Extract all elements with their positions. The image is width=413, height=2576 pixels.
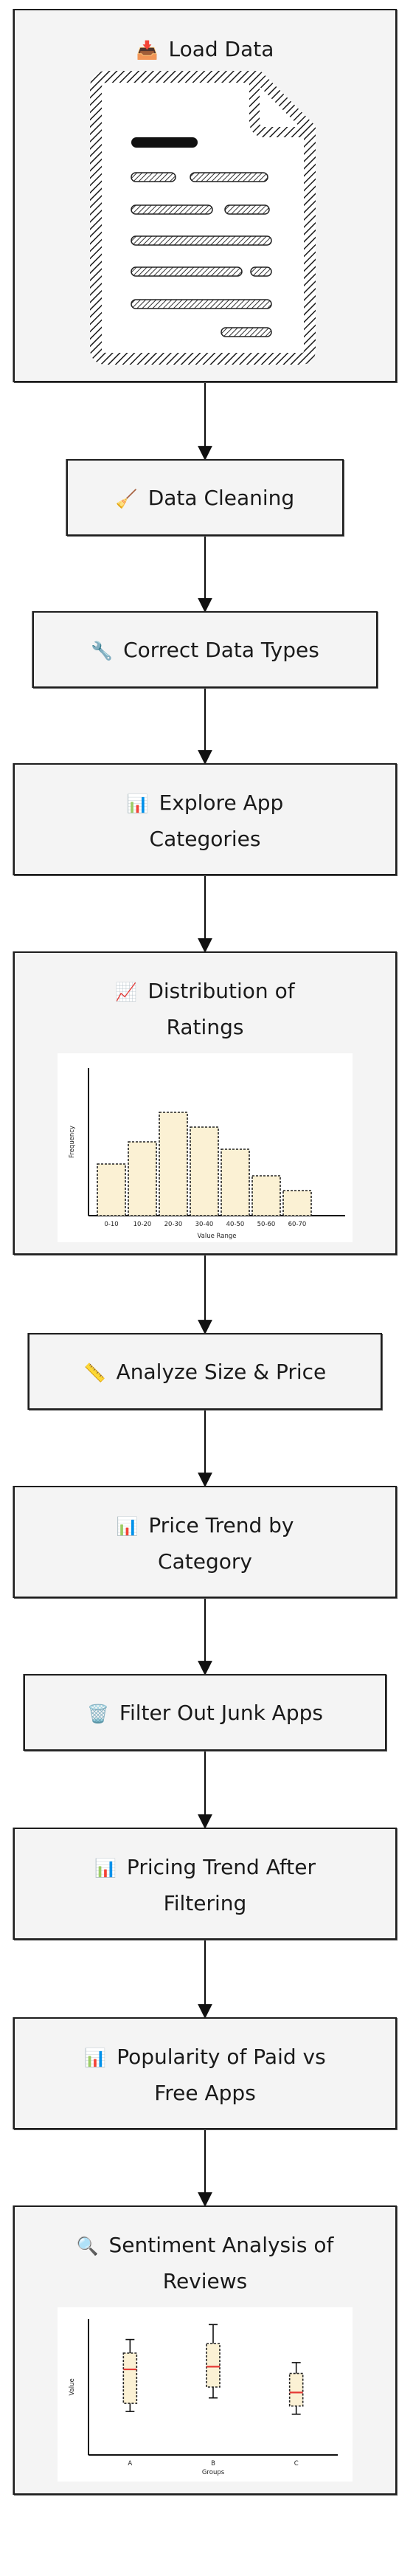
- histogram-bar: [190, 1127, 218, 1216]
- histogram-bar: [283, 1191, 311, 1216]
- bar-chart-icon: 📊: [117, 1509, 139, 1544]
- box: [290, 2374, 303, 2406]
- node-load-data-label: 📥 Load Data: [15, 32, 395, 67]
- magnifier-icon: 🔍: [77, 2229, 99, 2264]
- x-tick-label: 60-70: [288, 1221, 307, 1228]
- node-data-cleaning[interactable]: 🧹 Data Cleaning: [66, 459, 344, 536]
- x-tick-label: 0-10: [104, 1221, 118, 1228]
- trend-chart-icon: 📈: [115, 975, 137, 1010]
- histogram-bar: [159, 1112, 187, 1216]
- doc-line: [131, 267, 242, 276]
- node-popularity-label: 📊 Popularity of Paid vs Free Apps: [15, 2039, 395, 2110]
- box: [206, 2343, 220, 2387]
- node-sentiment-label: 🔍 Sentiment Analysis of Reviews: [15, 2228, 395, 2298]
- x-axis-label: Groups: [202, 2469, 225, 2476]
- box: [123, 2353, 136, 2403]
- x-tick-label: 50-60: [257, 1221, 276, 1228]
- doc-line: [190, 173, 268, 182]
- node-filter-junk[interactable]: 🗑️ Filter Out Junk Apps: [24, 1674, 386, 1751]
- x-tick-label: B: [211, 2460, 215, 2467]
- histogram-bar: [252, 1176, 280, 1216]
- x-tick-label: 10-20: [133, 1221, 152, 1228]
- node-popularity[interactable]: 📊 Popularity of Paid vs Free Apps: [13, 2017, 397, 2129]
- node-analyze-size-price-label: 📏 Analyze Size & Price: [30, 1355, 381, 1390]
- doc-line: [131, 300, 271, 309]
- histogram-bar: [221, 1149, 249, 1216]
- bar-chart-icon: 📊: [127, 787, 149, 822]
- node-price-trend[interactable]: 📊 Price Trend by Category: [13, 1486, 397, 1598]
- broom-icon: 🧹: [116, 482, 138, 516]
- node-correct-data-types[interactable]: 🔧 Correct Data Types: [32, 611, 378, 688]
- wrench-icon: 🔧: [91, 634, 113, 668]
- x-tick-label: C: [294, 2460, 299, 2467]
- y-axis-label: Value: [69, 2378, 76, 2395]
- node-distribution-ratings-label: 📈 Distribution of Ratings: [15, 974, 395, 1044]
- node-correct-data-types-label: 🔧 Correct Data Types: [34, 633, 376, 668]
- x-tick-label: 40-50: [226, 1221, 245, 1228]
- node-explore-categories-label: 📊 Explore App Categories: [15, 785, 395, 856]
- node-pricing-after[interactable]: 📊 Pricing Trend After Filtering: [13, 1828, 397, 1940]
- doc-line: [251, 267, 271, 276]
- x-tick-label: A: [128, 2460, 132, 2467]
- y-axis-label: Frequency: [69, 1126, 76, 1158]
- doc-line: [131, 137, 198, 148]
- node-analyze-size-price[interactable]: 📏 Analyze Size & Price: [28, 1333, 382, 1410]
- node-distribution-ratings[interactable]: 📈 Distribution of Ratings 0-10 10-20 20-30 3…: [13, 951, 397, 1255]
- sentiment-boxplot-chart: A B C Groups Value: [58, 2307, 353, 2482]
- document-icon: [88, 69, 324, 365]
- trash-icon: 🗑️: [87, 1697, 109, 1731]
- doc-line: [131, 205, 212, 214]
- x-tick-label: 20-30: [164, 1221, 183, 1228]
- inbox-tray-icon: 📥: [136, 33, 159, 67]
- node-filter-junk-label: 🗑️ Filter Out Junk Apps: [25, 1696, 385, 1731]
- histogram-bar: [128, 1142, 156, 1216]
- doc-line: [221, 328, 271, 337]
- histogram-bar: [97, 1164, 125, 1216]
- node-data-cleaning-label: 🧹 Data Cleaning: [68, 481, 342, 516]
- node-price-trend-label: 📊 Price Trend by Category: [15, 1508, 395, 1579]
- node-pricing-after-label: 📊 Pricing Trend After Filtering: [15, 1850, 395, 1921]
- node-sentiment[interactable]: 🔍 Sentiment Analysis of Reviews A B C Groups…: [13, 2205, 397, 2495]
- bar-chart-icon: 📊: [94, 1851, 117, 1886]
- x-tick-label: 30-40: [195, 1221, 214, 1228]
- bar-chart-icon: 📊: [84, 2041, 106, 2076]
- doc-line: [131, 236, 271, 245]
- x-axis-label: Value Range: [198, 1233, 237, 1240]
- doc-line: [131, 173, 176, 182]
- node-load-data[interactable]: 📥 Load Data: [13, 9, 397, 382]
- ruler-icon: 📏: [84, 1356, 106, 1390]
- ratings-histogram-chart: 0-10 10-20 20-30 30-40 40-50 50-60 60-70 Value …: [58, 1053, 353, 1242]
- doc-line: [225, 205, 269, 214]
- node-explore-categories[interactable]: 📊 Explore App Categories: [13, 763, 397, 875]
